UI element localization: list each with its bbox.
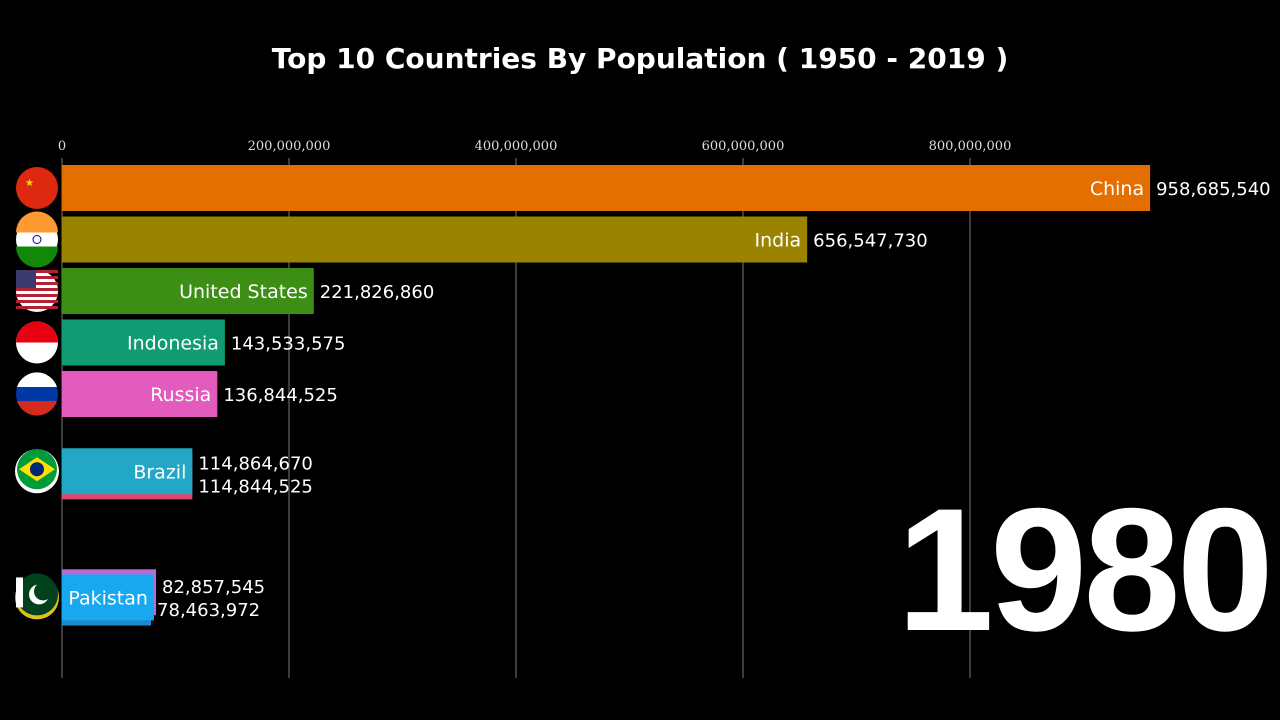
bar-value-label: 78,463,972 bbox=[157, 600, 260, 621]
russia-flag-icon bbox=[16, 372, 58, 416]
globe bbox=[30, 462, 44, 477]
bar bbox=[62, 216, 808, 263]
band bbox=[16, 211, 58, 233]
bar-group-united-states bbox=[16, 268, 314, 314]
indonesia-flag-icon bbox=[16, 321, 58, 364]
bar bbox=[62, 574, 154, 621]
bar-value-label: 82,857,545 bbox=[162, 577, 265, 598]
bar-group-indonesia bbox=[16, 319, 225, 366]
stripe bbox=[16, 306, 58, 309]
x-tick-label: 400,000,000 bbox=[475, 139, 558, 154]
bar bbox=[62, 268, 314, 314]
x-tick-label: 600,000,000 bbox=[702, 139, 785, 154]
x-tick-label: 800,000,000 bbox=[929, 139, 1012, 154]
bar-value-label: 114,864,670 bbox=[198, 453, 313, 474]
bar bbox=[62, 165, 1151, 211]
stripe bbox=[16, 288, 58, 291]
bar-value-label: 656,547,730 bbox=[813, 231, 928, 252]
bar-group-russia bbox=[16, 371, 218, 417]
stripe bbox=[16, 294, 58, 297]
brazil-flag-icon bbox=[15, 449, 59, 494]
band bbox=[16, 321, 58, 343]
bar bbox=[62, 319, 225, 366]
bar bbox=[62, 371, 218, 417]
bar-value-label: 114,844,525 bbox=[198, 476, 313, 497]
bar-group-brazil bbox=[15, 448, 193, 495]
bar-value-label: 143,533,575 bbox=[231, 334, 346, 355]
stripe bbox=[16, 276, 58, 279]
bar-name-label: Pakistan bbox=[68, 587, 148, 609]
star: ★ bbox=[25, 178, 34, 189]
white bbox=[16, 577, 23, 608]
bar-group-china: ★ bbox=[16, 165, 1151, 211]
x-tick-label: 0 bbox=[58, 139, 66, 154]
bar-value-label: 136,844,525 bbox=[223, 385, 338, 406]
usa-flag-icon bbox=[16, 270, 58, 312]
flag-bg bbox=[16, 167, 58, 209]
pakistan-flag-icon bbox=[15, 573, 59, 620]
bar-name-label: Russia bbox=[150, 384, 211, 406]
bar-name-label: Indonesia bbox=[127, 333, 219, 355]
bar-name-label: United States bbox=[179, 281, 308, 303]
chart-title: Top 10 Countries By Population ( 1950 - … bbox=[271, 42, 1009, 75]
bar-value-label: 221,826,860 bbox=[320, 282, 435, 303]
bar-group-india bbox=[16, 211, 808, 268]
band bbox=[17, 401, 57, 416]
chakra bbox=[32, 235, 42, 244]
bar-name-label: Brazil bbox=[133, 461, 186, 483]
india-flag-icon bbox=[16, 211, 58, 268]
moon-cut bbox=[34, 582, 52, 601]
canton bbox=[16, 270, 36, 288]
bar-value-label: 958,685,540 bbox=[1156, 179, 1271, 200]
bar bbox=[62, 448, 193, 495]
x-tick-label: 200,000,000 bbox=[248, 139, 331, 154]
bar-name-label: China bbox=[1090, 178, 1144, 200]
stripe bbox=[16, 300, 58, 303]
china-flag-icon: ★ bbox=[16, 167, 58, 209]
stripe bbox=[16, 282, 58, 285]
band bbox=[16, 246, 58, 268]
year-label: 1980 bbox=[896, 473, 1274, 668]
bar-group-pakistan bbox=[15, 573, 154, 621]
stripe bbox=[16, 270, 58, 273]
band bbox=[17, 372, 57, 387]
bar-name-label: India bbox=[755, 230, 802, 252]
